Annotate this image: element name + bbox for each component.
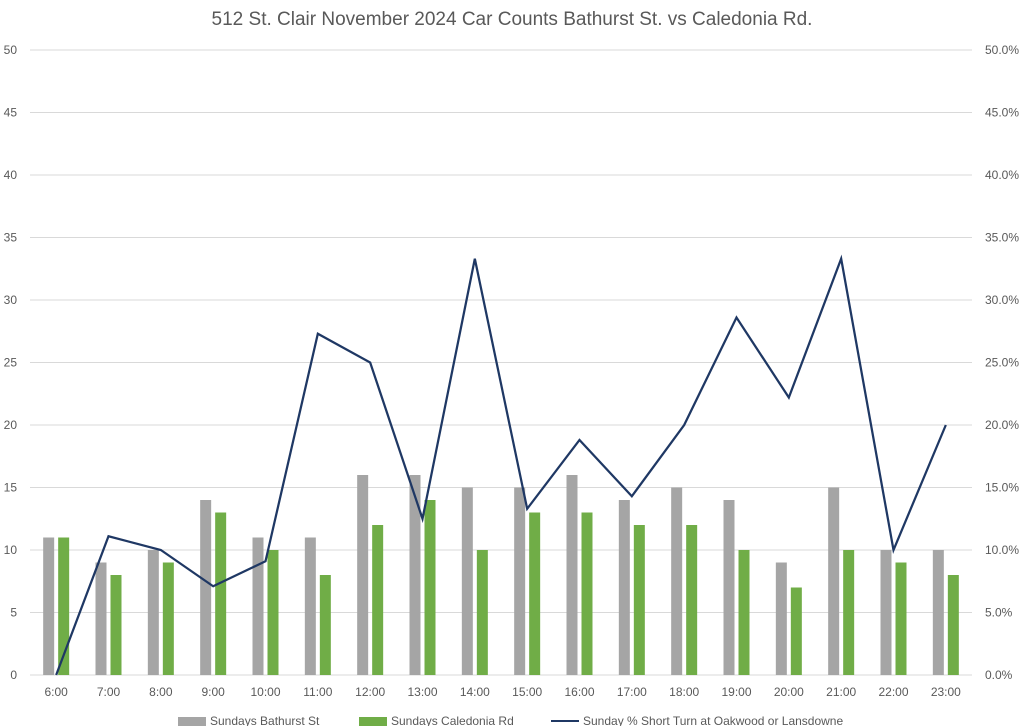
x-tick-label: 23:00	[931, 685, 961, 699]
y-tick-label-left: 10	[4, 543, 18, 557]
bar-sundays-caledonia-rd	[529, 512, 541, 675]
gridlines	[30, 49, 972, 676]
y-tick-label-right: 50.0%	[985, 43, 1019, 57]
x-tick-label: 19:00	[721, 685, 751, 699]
y-tick-label-left: 45	[4, 106, 18, 120]
x-tick-label: 15:00	[512, 685, 542, 699]
bar-sundays-caledonia-rd	[581, 512, 593, 675]
bar-sundays-caledonia-rd	[267, 550, 279, 675]
y-tick-label-left: 30	[4, 293, 18, 307]
bar-sundays-bathurst-st	[409, 475, 421, 675]
bar-sundays-caledonia-rd	[162, 562, 174, 675]
chart-title: 512 St. Clair November 2024 Car Counts B…	[212, 9, 813, 30]
bar-sundays-bathurst-st	[880, 550, 892, 675]
line-series	[55, 254, 947, 676]
bar-sundays-caledonia-rd	[843, 550, 855, 675]
y-tick-label-right: 35.0%	[985, 231, 1019, 245]
x-tick-label: 12:00	[355, 685, 385, 699]
x-tick-label: 20:00	[774, 685, 804, 699]
line-short-turn-percent	[55, 254, 947, 676]
bar-sundays-bathurst-st	[932, 550, 944, 675]
x-axis: 6:00 7:00 8:00 9:00 10:00 11:00 12:00 13:00 14:0…	[44, 685, 961, 699]
x-tick-label: 18:00	[669, 685, 699, 699]
x-tick-label: 8:00	[149, 685, 173, 699]
y-tick-label-right: 5.0%	[985, 606, 1013, 620]
y-tick-label-right: 30.0%	[985, 293, 1019, 307]
y-tick-label-left: 0	[10, 668, 17, 682]
x-tick-label: 21:00	[826, 685, 856, 699]
x-tick-label: 14:00	[460, 685, 490, 699]
bar-sundays-bathurst-st	[357, 475, 369, 675]
bar-sundays-bathurst-st	[828, 487, 840, 675]
y-tick-label-right: 15.0%	[985, 481, 1019, 495]
bar-sundays-caledonia-rd	[372, 525, 384, 675]
bar-sundays-bathurst-st	[147, 550, 159, 675]
bar-sundays-bathurst-st	[671, 487, 683, 675]
bar-sundays-caledonia-rd	[633, 525, 645, 675]
legend-swatch	[359, 717, 387, 726]
x-tick-label: 22:00	[878, 685, 908, 699]
bar-sundays-bathurst-st	[461, 487, 473, 675]
x-tick-label: 17:00	[617, 685, 647, 699]
bar-sundays-bathurst-st	[618, 500, 630, 675]
y-tick-label-right: 40.0%	[985, 168, 1019, 182]
x-tick-label: 13:00	[407, 685, 437, 699]
legend-label: Sunday % Short Turn at Oakwood or Lansdo…	[583, 714, 843, 726]
bar-sundays-caledonia-rd	[58, 537, 70, 675]
y-axis-left: 0 5 10 15 20 25 30 35 40 45 50	[4, 43, 18, 682]
y-tick-label-right: 25.0%	[985, 356, 1019, 370]
y-tick-label-right: 45.0%	[985, 106, 1019, 120]
bar-sundays-bathurst-st	[566, 475, 578, 675]
y-tick-label-left: 40	[4, 168, 18, 182]
x-tick-label: 6:00	[44, 685, 68, 699]
bar-sundays-bathurst-st	[43, 537, 55, 675]
bar-sundays-caledonia-rd	[424, 500, 436, 675]
bar-sundays-bathurst-st	[304, 537, 316, 675]
bar-sundays-caledonia-rd	[686, 525, 698, 675]
bar-sundays-caledonia-rd	[790, 587, 802, 675]
bar-sundays-caledonia-rd	[738, 550, 750, 675]
bar-sundays-bathurst-st	[95, 562, 107, 675]
y-tick-label-right: 10.0%	[985, 543, 1019, 557]
bar-sundays-caledonia-rd	[110, 575, 122, 675]
y-tick-label-left: 5	[10, 606, 17, 620]
bar-sundays-bathurst-st	[252, 537, 264, 675]
legend-label: Sundays Caledonia Rd	[391, 714, 514, 726]
legend: Sundays Bathurst St Sundays Caledonia Rd S…	[178, 714, 843, 726]
y-tick-label-right: 20.0%	[985, 418, 1019, 432]
x-tick-label: 9:00	[201, 685, 225, 699]
x-tick-label: 7:00	[97, 685, 121, 699]
y-tick-label-left: 15	[4, 481, 18, 495]
x-tick-label: 16:00	[564, 685, 594, 699]
x-tick-label: 11:00	[303, 685, 332, 699]
bar-sundays-bathurst-st	[723, 500, 735, 675]
y-tick-label-left: 25	[4, 356, 18, 370]
x-tick-label: 10:00	[250, 685, 280, 699]
y-axis-right: 0.0% 5.0% 10.0% 15.0% 20.0% 25.0% 30.0% 35.0% 40…	[985, 43, 1019, 682]
y-tick-label-left: 35	[4, 231, 18, 245]
bar-sundays-caledonia-rd	[476, 550, 488, 675]
bar-sundays-caledonia-rd	[215, 512, 227, 675]
legend-label: Sundays Bathurst St	[210, 714, 320, 726]
bar-sundays-caledonia-rd	[895, 562, 907, 675]
bar-sundays-caledonia-rd	[947, 575, 959, 675]
bar-sundays-caledonia-rd	[319, 575, 331, 675]
y-tick-label-right: 0.0%	[985, 668, 1013, 682]
bar-series	[43, 475, 959, 675]
bar-sundays-bathurst-st	[775, 562, 787, 675]
bar-sundays-bathurst-st	[200, 500, 212, 675]
y-tick-label-left: 50	[4, 43, 18, 57]
y-tick-label-left: 20	[4, 418, 18, 432]
bar-sundays-bathurst-st	[514, 487, 526, 675]
legend-swatch	[178, 717, 206, 726]
